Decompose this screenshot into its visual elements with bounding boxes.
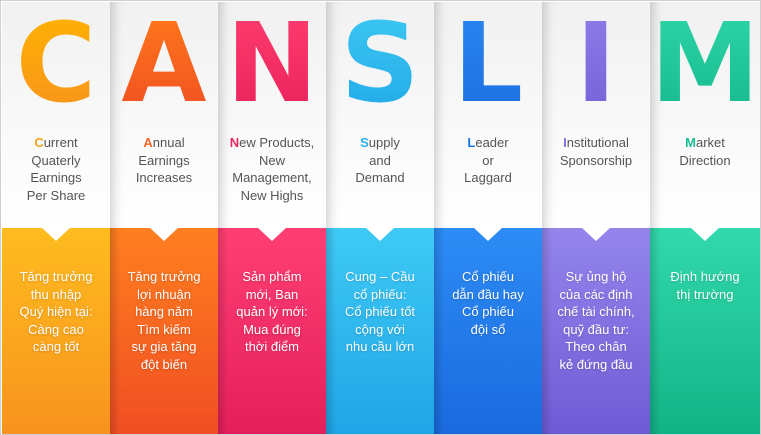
vietnamese-description-c: Tăng trưởng thu nhập Quý hiện tại: Càng cao… — [19, 269, 93, 354]
letter-l: L — [434, 4, 542, 122]
term-initial-a: A — [143, 135, 153, 150]
term-rest-s: upply and Demand — [355, 135, 405, 185]
letter-s: S — [326, 4, 434, 122]
column-m: M Market Direction Định hướng thị trường — [650, 2, 760, 434]
vietnamese-description-n: Sản phẩm mới, Ban quản lý mới: Mua đúng thời… — [236, 269, 308, 354]
letter-i: I — [542, 4, 650, 122]
column-n: N New Products, New Management, New Highs Sản… — [218, 2, 326, 434]
column-a-header-panel: A Annual Earnings Increases — [110, 2, 218, 228]
column-a-color-panel — [110, 228, 218, 434]
english-term-c: Current Quaterly Earnings Per Share — [4, 134, 108, 204]
vietnamese-description-i: Sự ủng hộ của các định chế tài chính, quỹ đ… — [557, 269, 635, 372]
column-m-header-panel: M Market Direction — [650, 2, 760, 228]
vietnamese-description-s: Cung – Cầu cổ phiếu: Cổ phiếu tốt cộng với n… — [344, 269, 416, 354]
letter-c: C — [2, 4, 110, 122]
column-s-notch — [365, 227, 395, 241]
column-n-color-panel — [218, 228, 326, 434]
column-i: I Institutional Sponsorship Sự ủng hộ của cá… — [542, 2, 650, 434]
column-c-color-panel — [2, 228, 110, 434]
column-l-header-panel: L Leader or Laggard — [434, 2, 542, 228]
column-a-notch — [149, 227, 179, 241]
vietnamese-description-m: Định hướng thị trường — [670, 269, 740, 302]
term-rest-l: eader or Laggard — [464, 135, 512, 185]
column-l: L Leader or Laggard Cổ phiếu dẫn đầu hay Cổ ph… — [434, 2, 542, 434]
term-rest-a: nnual Earnings Increases — [135, 135, 193, 185]
english-term-l: Leader or Laggard — [436, 134, 540, 187]
letter-m: M — [650, 0, 760, 127]
column-c: C Current Quaterly Earnings Per Share Tăng tr… — [2, 2, 110, 434]
column-s: S Supply and Demand Cung – Cầu cổ phiếu: Cổ ph… — [326, 2, 434, 434]
column-a: A Annual Earnings Increases Tăng trưởng lợi n… — [110, 2, 218, 434]
column-i-notch — [581, 227, 611, 241]
term-initial-s: S — [360, 135, 369, 150]
vietnamese-description-a: Tăng trưởng lợi nhuận hàng năm Tìm kiếm sự g… — [127, 269, 201, 372]
column-c-header-panel: C Current Quaterly Earnings Per Share — [2, 2, 110, 228]
column-l-notch — [473, 227, 503, 241]
vietnamese-description-l: Cổ phiếu dẫn đầu hay Cổ phiếu đội sổ — [452, 269, 524, 337]
column-n-notch — [257, 227, 287, 241]
column-m-color-panel — [650, 228, 760, 434]
term-rest-i: nstitutional Sponsorship — [559, 135, 633, 168]
letter-a: A — [110, 4, 218, 122]
english-term-i: Institutional Sponsorship — [544, 134, 648, 169]
term-rest-c: urrent Quaterly Earnings Per Share — [26, 135, 86, 203]
term-initial-i: I — [563, 135, 567, 150]
letter-n: N — [218, 4, 326, 122]
term-initial-n: N — [229, 135, 240, 150]
term-rest-m: arket Direction — [679, 135, 731, 168]
english-term-s: Supply and Demand — [328, 134, 432, 187]
term-initial-c: C — [34, 135, 44, 150]
column-s-color-panel — [326, 228, 434, 434]
column-n-header-panel: N New Products, New Management, New Highs — [218, 2, 326, 228]
term-rest-n: ew Products, New Management, New Highs — [232, 135, 315, 203]
english-term-n: New Products, New Management, New Highs — [220, 134, 324, 204]
term-initial-m: M — [685, 135, 696, 150]
column-m-notch — [690, 227, 720, 241]
column-c-notch — [41, 227, 71, 241]
column-l-color-panel — [434, 228, 542, 434]
english-term-m: Market Direction — [652, 134, 758, 169]
term-initial-l: L — [467, 135, 476, 150]
column-s-header-panel: S Supply and Demand — [326, 2, 434, 228]
english-term-a: Annual Earnings Increases — [112, 134, 216, 187]
column-i-color-panel — [542, 228, 650, 434]
column-i-header-panel: I Institutional Sponsorship — [542, 2, 650, 228]
